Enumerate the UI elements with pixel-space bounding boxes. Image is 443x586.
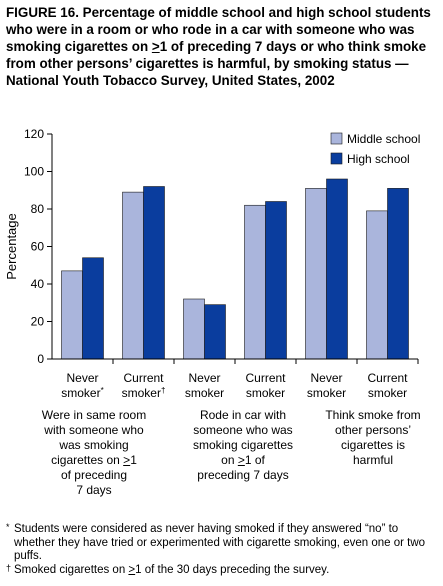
- group-label-line: smoking cigarettes: [192, 438, 294, 452]
- bar-high-school: [82, 257, 104, 360]
- title-text-start: FIGURE 16. Percentage of middle school a…: [6, 5, 431, 54]
- y-tick-label: 80: [31, 202, 45, 216]
- x-tick-footnote-mark: *: [101, 386, 104, 395]
- bar-middle-school: [366, 210, 388, 360]
- bar-middle-school: [183, 298, 205, 360]
- x-tick-label: smoker: [246, 386, 285, 400]
- group-label-line: Think smoke from: [325, 408, 421, 422]
- group-label-line: 7 days: [76, 483, 112, 497]
- bar-middle-school: [122, 191, 144, 360]
- group-label-line: of preceding: [60, 468, 128, 482]
- group-label-line: with someone who: [44, 423, 144, 437]
- footnote-never-smoked: * Students were considered as never havin…: [6, 522, 438, 564]
- legend-label-high-school: High school: [347, 152, 410, 166]
- group-label-line: Rode in car with: [199, 408, 287, 422]
- x-tick-label: Current: [123, 371, 164, 385]
- y-axis: 0 20 40 60 80 100 120 Percentage: [4, 127, 53, 366]
- title-text-end: 1 of preceding 7 days or who think smoke…: [6, 39, 427, 88]
- group-label-line: was smoking: [59, 438, 129, 452]
- y-axis-title: Percentage: [4, 213, 19, 280]
- y-tick-label: 40: [31, 277, 45, 291]
- footnote-current-smoker: † Smoked cigarettes on >1 of the 30 days …: [6, 562, 330, 576]
- group-label-line: harmful: [352, 453, 393, 467]
- x-tick-label: smoker: [368, 386, 407, 400]
- legend-swatch-high-school: [330, 152, 343, 165]
- bar-high-school: [204, 304, 226, 360]
- x-tick-label: smoker: [185, 386, 224, 400]
- y-tick-label: 20: [31, 315, 45, 329]
- legend-label-middle-school: Middle school: [347, 132, 420, 146]
- footnote-mark: *: [6, 522, 10, 532]
- x-tick-label: Current: [245, 371, 286, 385]
- figure-title: FIGURE 16. Percentage of middle school a…: [6, 4, 438, 89]
- x-tick-label: smoker*: [61, 386, 103, 400]
- legend-swatch-middle-school: [330, 132, 343, 145]
- group-label-harmful: Think smoke from other persons’ cigarett…: [313, 408, 433, 468]
- bars: [61, 178, 409, 360]
- bar-middle-school: [61, 270, 83, 360]
- legend: Middle school High school: [330, 132, 420, 166]
- y-tick-label: 0: [37, 352, 44, 366]
- group-label-line: someone who was: [193, 423, 293, 437]
- bar-high-school: [387, 188, 409, 360]
- footnotes: * Students were considered as never havin…: [6, 522, 438, 577]
- footnote-text: Students were considered as never having…: [14, 523, 426, 562]
- y-tick-label: 60: [31, 240, 45, 254]
- bar-high-school: [326, 178, 348, 360]
- group-label-line: preceding 7 days: [197, 468, 289, 482]
- footnote-mark: †: [6, 562, 12, 573]
- group-label-line: on >1 of: [221, 453, 265, 467]
- group-label-line: Were in same room: [41, 408, 147, 422]
- x-tick-label: smoker: [307, 386, 346, 400]
- bar-middle-school: [305, 188, 327, 360]
- title-ge-symbol: >: [151, 39, 160, 54]
- group-label-same-room: Were in same room with someone who was s…: [34, 408, 154, 498]
- group-label-car: Rode in car with someone who was smoking…: [183, 408, 303, 483]
- bar-high-school: [265, 201, 287, 360]
- x-tick-label: Current: [367, 371, 408, 385]
- y-tick-label: 120: [24, 127, 44, 141]
- group-label-line: other persons’: [334, 423, 412, 437]
- x-axis: Neversmoker*Currentsmoker†NeversmokerCur…: [52, 358, 419, 400]
- y-tick-label: 100: [24, 165, 44, 179]
- x-tick-label: Never: [310, 371, 342, 385]
- group-label-line: cigarettes on >1: [51, 453, 137, 467]
- x-tick-footnote-mark: †: [161, 386, 165, 395]
- bar-middle-school: [244, 204, 266, 360]
- x-tick-label: Never: [66, 371, 98, 385]
- group-label-line: cigarettes is: [340, 438, 406, 452]
- bar-high-school: [143, 186, 165, 360]
- x-tick-label: Never: [188, 371, 220, 385]
- x-tick-label: smoker†: [122, 386, 166, 400]
